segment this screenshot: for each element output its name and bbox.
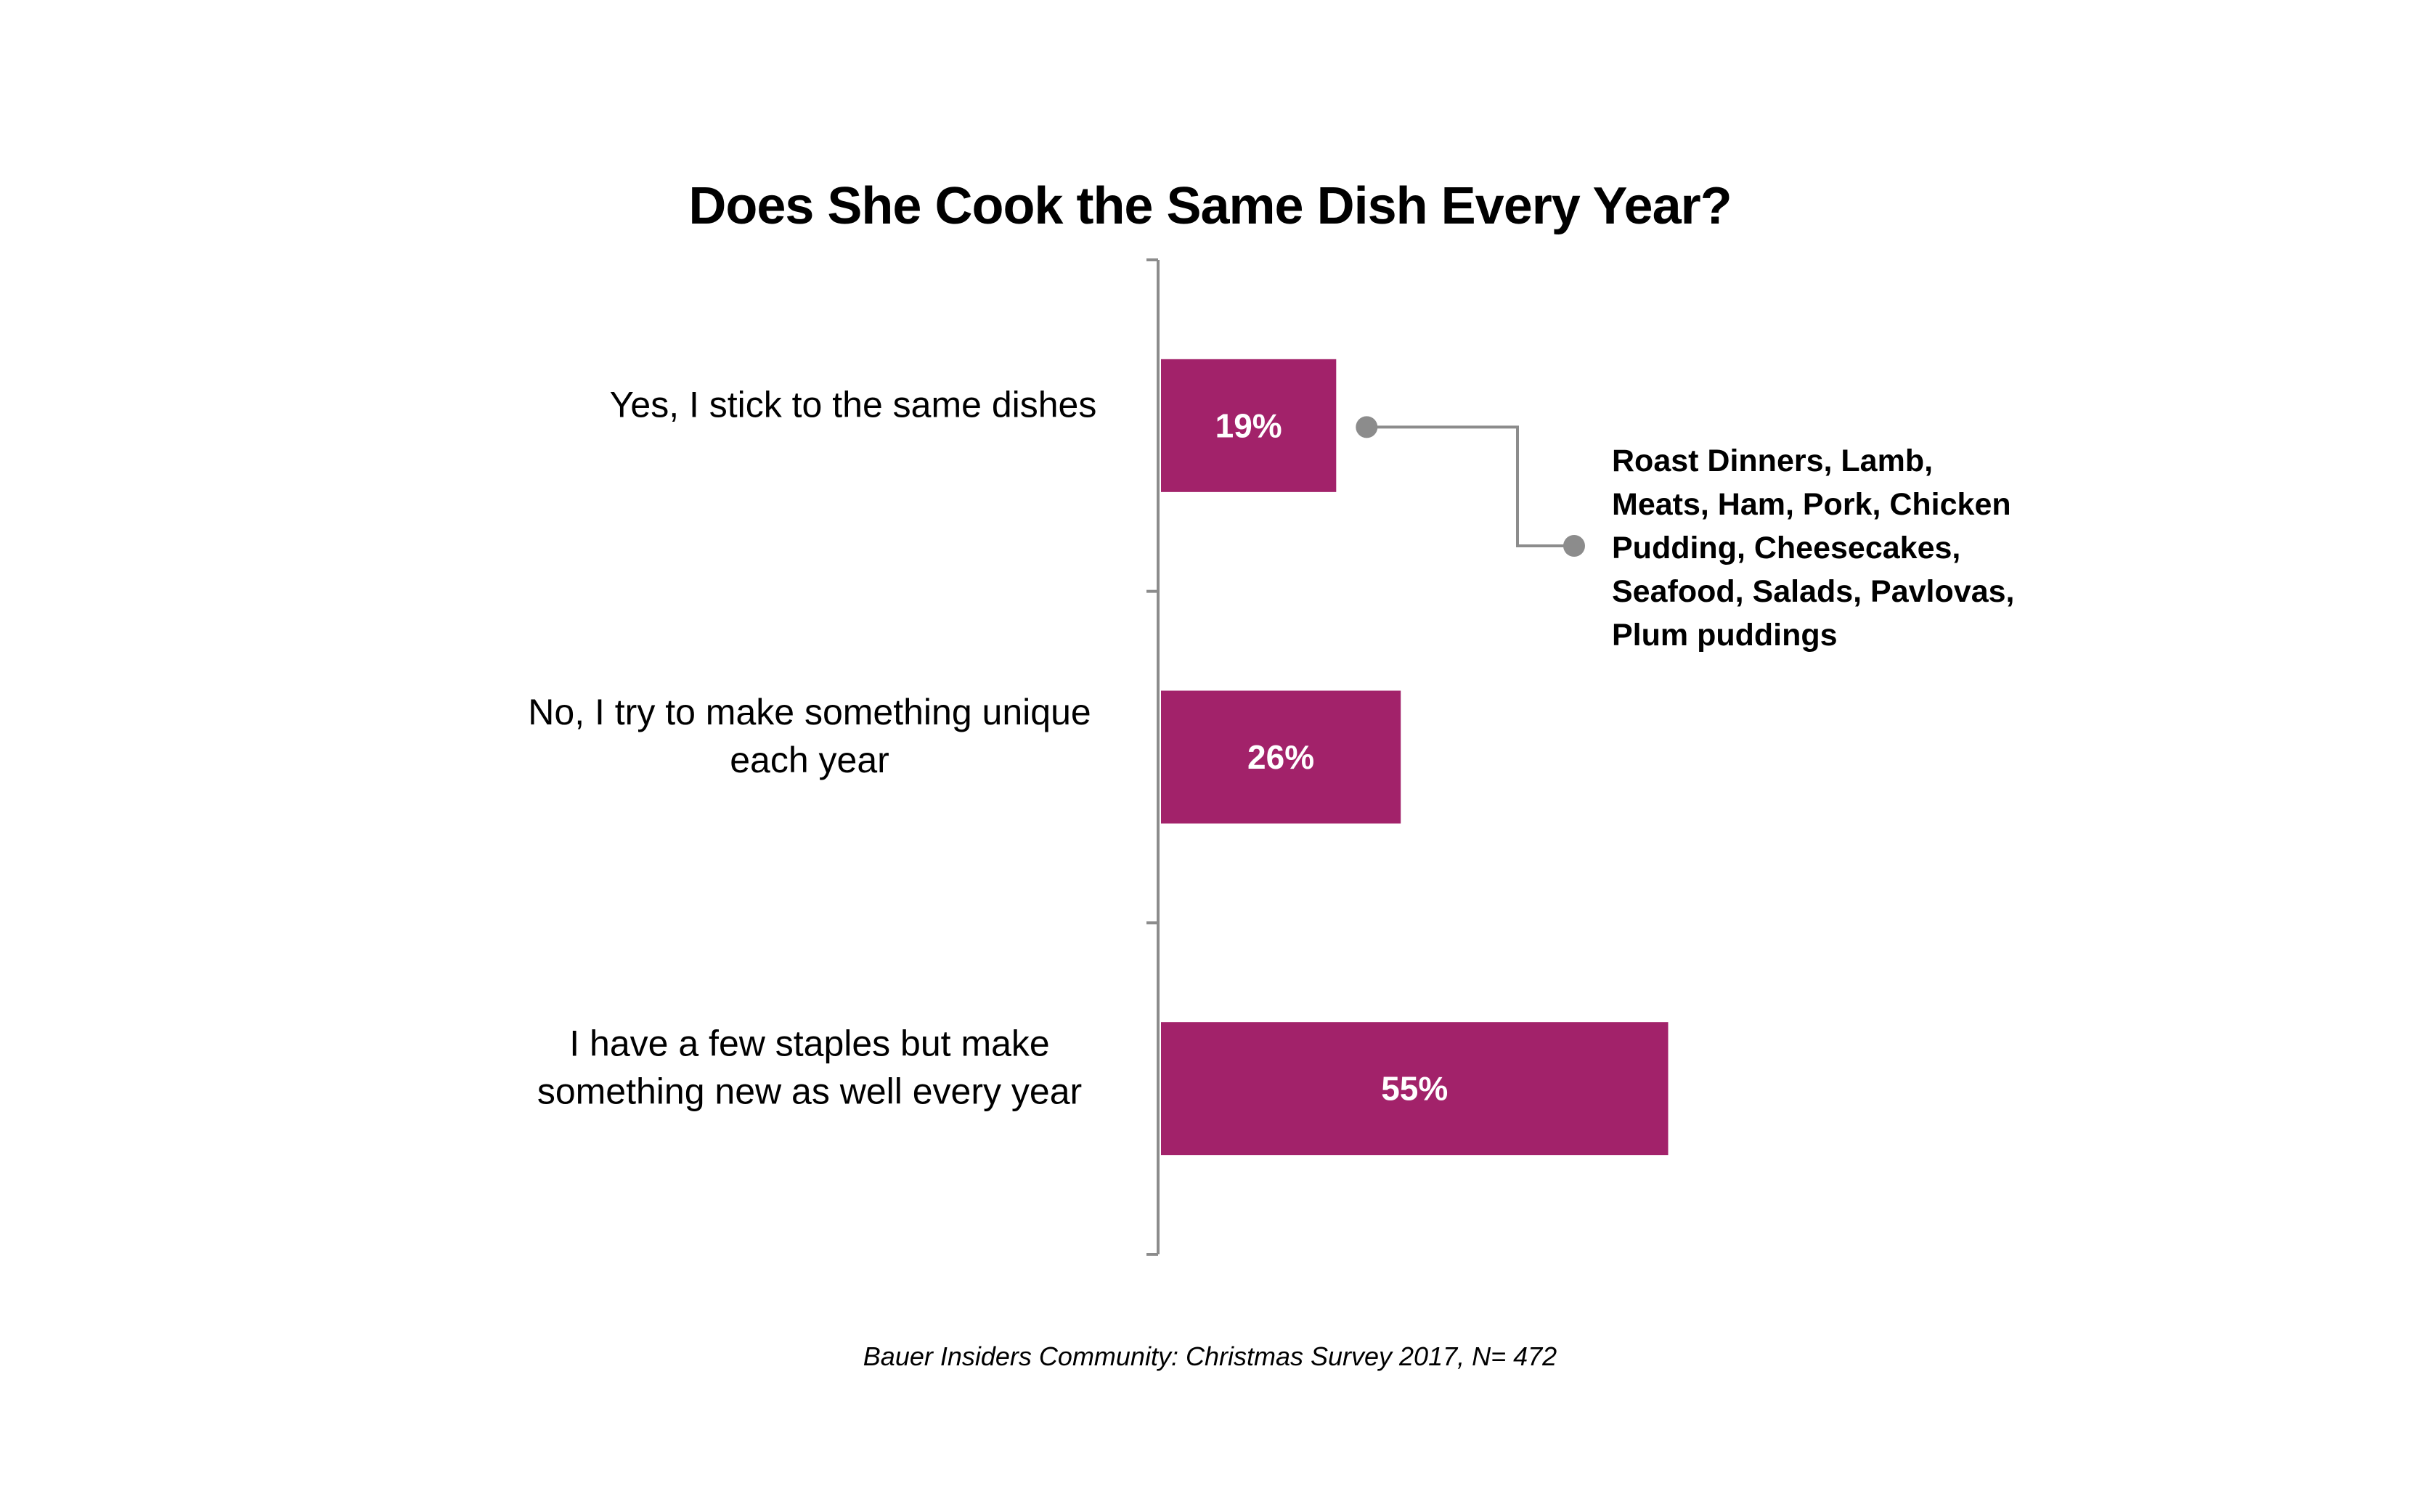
bar — [1161, 359, 1337, 492]
source-footnote: Bauer Insiders Community: Christmas Surv… — [863, 1341, 1557, 1371]
callout-annotation: Roast Dinners, Lamb, Meats, Ham, Pork, Ch… — [1612, 439, 2120, 657]
category-label: Yes, I stick to the same dishes — [610, 384, 1097, 425]
callout-end-dot — [1563, 535, 1585, 557]
bar-value-label: 19% — [1215, 406, 1282, 444]
category-label: No, I try to make something unique each y… — [528, 692, 1091, 780]
bar-value-label: 26% — [1247, 738, 1314, 776]
bar-value-label: 55% — [1381, 1070, 1448, 1108]
callout-connector — [1366, 425, 1574, 547]
callout-annotation-line: Roast Dinners, Lamb, — [1612, 444, 1934, 478]
callout-annotation-line: Meats, Ham, Pork, Chicken — [1612, 487, 2011, 522]
category-label-line: I have a few staples but make — [569, 1023, 1049, 1064]
category-label-line: each year — [730, 740, 889, 780]
callout-start-dot — [1356, 416, 1378, 438]
bar — [1161, 1022, 1669, 1156]
category-label-line: Yes, I stick to the same dishes — [610, 384, 1097, 425]
bar — [1161, 690, 1401, 824]
callout-annotation-line: Plum puddings — [1612, 618, 1838, 653]
chart-title: Does She Cook the Same Dish Every Year? — [688, 177, 1732, 235]
category-label-line: something new as well every year — [537, 1071, 1082, 1112]
callout-annotation-line: Seafood, Salads, Pavlovas, — [1612, 574, 2015, 609]
category-label: I have a few staples but make something n… — [537, 1023, 1082, 1112]
callout-annotation-line: Pudding, Cheesecakes, — [1612, 531, 1961, 565]
category-label-line: No, I try to make something unique — [528, 692, 1091, 732]
